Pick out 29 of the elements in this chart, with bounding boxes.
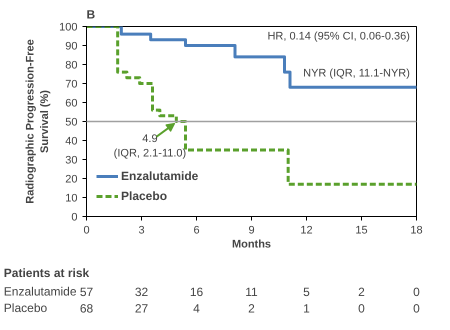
chart-title: B: [86, 8, 96, 22]
text: Patients at risk: [4, 266, 90, 280]
x-tick-label: 9: [248, 224, 255, 236]
x-tick-label: 12: [300, 224, 313, 236]
x-tick-label: 15: [355, 224, 368, 236]
annotation: 4.9 (IQR, 2.1-11.0): [114, 133, 186, 160]
x-tick-label: 6: [193, 224, 200, 236]
y-tick-label: 60: [65, 98, 78, 110]
y-tick-label: 70: [65, 78, 78, 90]
x-tick-label: 3: [138, 224, 145, 236]
y-tick-label: 30: [65, 154, 78, 166]
y-tick-label: 10: [65, 192, 78, 204]
legend-label: Placebo: [121, 189, 168, 203]
y-tick-label: 100: [59, 22, 78, 34]
text: Enzalutamide 57 32 16 11 5 2 0: [4, 284, 420, 299]
y-tick-label: 80: [65, 60, 78, 72]
y-tick-label: 40: [65, 136, 78, 148]
y-tick-label: 20: [65, 174, 78, 186]
x-tick-label: 18: [410, 224, 423, 236]
y-tick-label: 0: [71, 212, 78, 224]
annotation: HR, 0.14 (95% CI, 0.06-0.36): [267, 30, 410, 42]
legend-label: Enzalutamide: [121, 169, 198, 183]
annotation: NYR (IQR, 11.1-NYR): [303, 68, 410, 80]
x-axis-title: Months: [232, 238, 272, 250]
y-tick-label: 90: [65, 40, 78, 52]
x-tick-label: 0: [83, 224, 90, 236]
text: Placebo 68 27 4 2 1 0 0: [4, 301, 420, 316]
y-tick-label: 50: [65, 116, 78, 128]
y-axis-title: Radiographic Progression-Free Survival (%): [24, 39, 52, 204]
